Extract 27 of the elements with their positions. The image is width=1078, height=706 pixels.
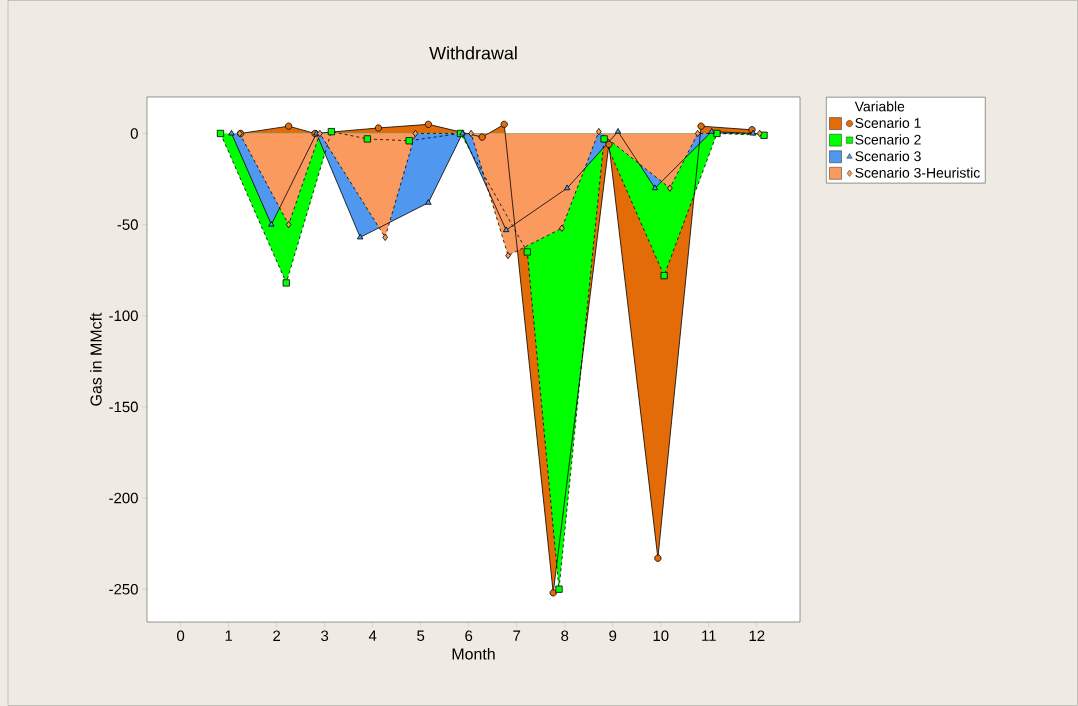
x-tick-label: 5 — [417, 630, 425, 641]
y-tick-label: -50 — [117, 219, 138, 230]
chart-title: Withdrawal — [429, 46, 517, 60]
x-tick-label: 11 — [702, 630, 716, 641]
y-tick-label: -250 — [109, 583, 138, 595]
x-tick-label: 4 — [368, 630, 377, 641]
x-axis-title: Month — [452, 647, 495, 660]
y-tick-label: -100 — [109, 310, 138, 322]
x-tick-label: 8 — [561, 630, 569, 642]
legend-label: Scenario 3-Heuristic — [855, 167, 980, 178]
y-axis-title: Gas in MMcft — [90, 312, 102, 406]
legend-label: Scenario 2 — [855, 134, 921, 145]
x-tick-label: 3 — [321, 630, 329, 642]
x-tick-label: 0 — [177, 630, 185, 642]
x-tick-label: 9 — [609, 630, 617, 642]
legend-label: Scenario 1 — [855, 117, 921, 129]
legend-label: Scenario 3 — [855, 150, 921, 162]
y-tick-label: -200 — [109, 492, 138, 504]
x-tick-label: 10 — [653, 630, 669, 642]
y-tick-label: -150 — [109, 401, 138, 413]
x-tick-label: 6 — [465, 630, 473, 642]
y-tick-label: 0 — [130, 128, 138, 139]
x-tick-label: 7 — [513, 630, 521, 641]
x-tick-label: 12 — [749, 630, 765, 641]
x-tick-label: 1 — [225, 630, 233, 641]
x-tick-label: 2 — [273, 630, 281, 641]
legend-title: Variable — [854, 101, 905, 112]
